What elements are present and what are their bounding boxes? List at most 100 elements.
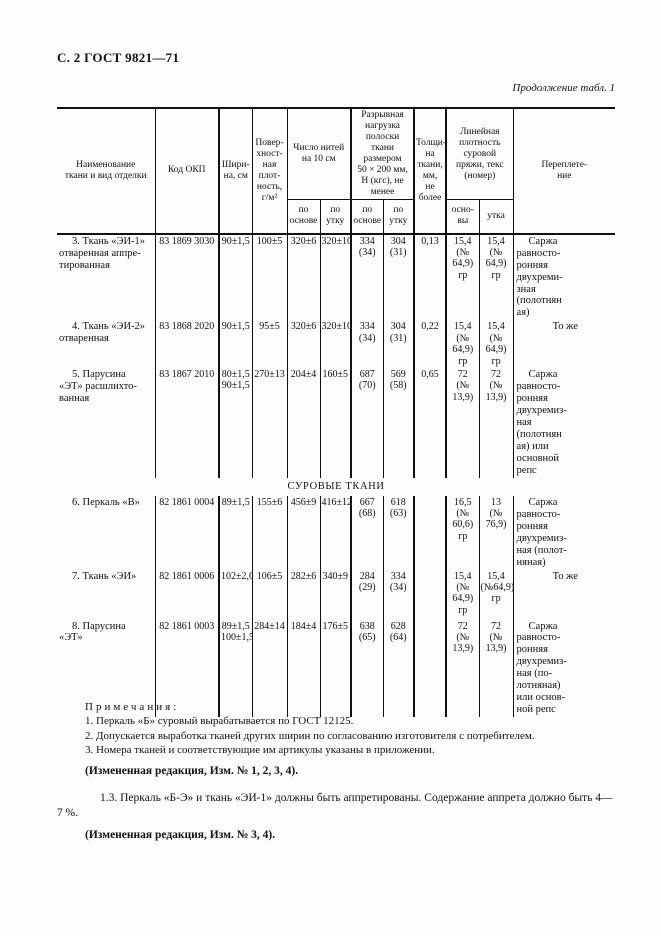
cell-width: 90±1,5 [218, 320, 253, 368]
subcol-threads-weft: по утку [319, 199, 352, 235]
cell-threads-warp: 204±4 [286, 367, 321, 478]
cell-width: 102±2,0 [218, 569, 253, 620]
cell-load-weft: 628 (64) [382, 619, 415, 718]
cell-weave: Саржа равносто- ронняя двухремиз- ная (п… [512, 619, 616, 718]
cell-load-weft: 334 (34) [382, 569, 415, 620]
cell-threads-warp: 184±4 [286, 619, 321, 718]
cell-threads-warp: 456±9 [286, 495, 321, 570]
col-header-okp-code: Код ОКП [154, 108, 220, 235]
col-header-thickness: Толщи- на ткани, мм, не более [413, 108, 447, 235]
cell-surface-density: 155±6 [251, 495, 288, 570]
cell-width: 89±1,5 100±1,5 [218, 619, 253, 718]
cell-okp-code: 83 1869 3030 [154, 233, 220, 321]
cell-load-weft: 304 (31) [382, 320, 415, 368]
cell-yarn-warp: 72 (№ 13,9) [445, 367, 480, 478]
cell-weave: То же [512, 569, 616, 620]
cell-name: 6. Перкаль «В» [57, 495, 156, 570]
cell-name: 4. Ткань «ЭИ-2» отваренная [57, 320, 156, 368]
cell-thickness [413, 495, 447, 570]
table-continuation-caption: Продолжение табл. 1 [512, 82, 615, 94]
cell-yarn-warp: 15,4 (№ 64,9) гр [445, 320, 480, 368]
cell-okp-code: 82 1861 0004 [154, 495, 220, 570]
cell-weave: Саржа равносто- ронняя двухреми- зная (п… [512, 233, 616, 321]
cell-name: 8. Парусина «ЭТ» [57, 619, 156, 718]
table-row-fabric-7: 7. Ткань «ЭИ» 82 1861 0006 102±2,0 106±5… [57, 569, 616, 620]
subcol-threads-warp: по основе [287, 199, 321, 235]
subcol-yarn-weft: утка [478, 199, 514, 235]
cell-yarn-weft: 72 (№ 13,9) [478, 367, 514, 478]
table-row-fabric-8: 8. Парусина «ЭТ» 82 1861 0003 89±1,5 100… [57, 619, 616, 718]
cell-threads-weft: 320±10 [319, 320, 352, 368]
cell-load-warp: 638 (65) [350, 619, 384, 718]
cell-okp-code: 83 1868 2020 [154, 320, 220, 368]
notes-section: Примечания: 1. Перкаль «Б» суровый выраб… [57, 700, 615, 843]
cell-yarn-warp: 16,5 (№ 60,6) гр [445, 495, 480, 570]
notes-heading: Примечания: [85, 701, 180, 713]
col-group-linear-density: Линейная плотность суровой пряжи, текс (… [445, 108, 514, 201]
cell-load-weft: 569 (58) [382, 367, 415, 478]
cell-width: 80±1,5 90±1,5 [218, 367, 253, 478]
cell-load-warp: 334 (34) [350, 233, 384, 321]
cell-load-weft: 304 (31) [382, 233, 415, 321]
cell-name: 3. Ткань «ЭИ-1» отваренная аппре- тирова… [57, 233, 156, 321]
cell-weave: Саржа равносто- ронняя двухремиз- ная (п… [512, 367, 616, 478]
col-header-weave: Переплете- ние [512, 108, 616, 235]
cell-width: 89±1,5 [218, 495, 253, 570]
col-header-surface-density: Повер- хност- ная плот- ность, г/м² [251, 108, 288, 235]
table-header: Наименование ткани и вид отделки Код ОКП… [57, 108, 616, 235]
cell-load-warp: 334 (34) [350, 320, 384, 368]
table-row-fabric-4: 4. Ткань «ЭИ-2» отваренная 83 1868 2020 … [57, 320, 616, 368]
section-header-row: СУРОВЫЕ ТКАНИ [57, 478, 615, 496]
cell-yarn-weft: 15,4 (№64,9) гр [478, 569, 514, 620]
header-row-groups: Наименование ткани и вид отделки Код ОКП… [57, 108, 616, 235]
amendment-note-2: (Измененная редакция, Изм. № 3, 4). [85, 829, 276, 841]
cell-thickness: 0,22 [413, 320, 447, 368]
note-item-2: 2. Допускается выработка тканей других ш… [85, 729, 535, 742]
cell-yarn-warp: 15,4 (№ 64,9) гр [445, 233, 480, 321]
cell-surface-density: 284±14 [251, 619, 288, 718]
cell-load-warp: 667 (68) [350, 495, 384, 570]
cell-name: 5. Парусина «ЭТ» расшлихто- ванная [57, 367, 156, 478]
col-group-breaking-load: Разрывная нагрузка полоски ткани размеро… [349, 108, 415, 201]
cell-threads-weft: 320±10 [319, 233, 352, 321]
cell-yarn-weft: 15,4 (№ 64,9) гр [478, 233, 514, 321]
cell-threads-weft: 160±5 [319, 367, 352, 478]
cell-load-warp: 284 (29) [350, 569, 384, 620]
cell-surface-density: 95±5 [251, 320, 288, 368]
cell-thickness: 0,65 [413, 367, 447, 478]
cell-weave: Саржа равносто- ронняя двухремиз- ная (п… [512, 495, 616, 570]
cell-name: 7. Ткань «ЭИ» [57, 569, 156, 620]
paragraph-1-3: 1.3. Перкаль «Б-Э» и ткань «ЭИ-1» должны… [57, 792, 613, 820]
cell-width: 90±1,5 [218, 233, 253, 321]
table-row-fabric-6: 6. Перкаль «В» 82 1861 0004 89±1,5 155±6… [57, 495, 616, 570]
cell-surface-density: 106±5 [251, 569, 288, 620]
cell-yarn-warp: 15,4 (№ 64,9) гр [445, 569, 480, 620]
col-header-name: Наименование ткани и вид отделки [57, 108, 156, 235]
cell-threads-weft: 340±9 [319, 569, 352, 620]
subcol-yarn-warp: осно- вы [445, 199, 480, 235]
table-row-fabric-5: 5. Парусина «ЭТ» расшлихто- ванная 83 18… [57, 367, 616, 478]
cell-okp-code: 83 1867 2010 [154, 367, 220, 478]
cell-thickness: 0,13 [413, 233, 447, 321]
note-item-3: 3. Номера тканей и соответствующие им ар… [85, 743, 435, 756]
subcol-load-warp: по основе [350, 199, 384, 235]
col-header-width: Шири- на, см [218, 108, 253, 235]
cell-threads-warp: 282±6 [286, 569, 321, 620]
cell-threads-warp: 320±6 [286, 233, 321, 321]
amendment-note-1: (Измененная редакция, Изм. № 1, 2, 3, 4)… [85, 765, 299, 778]
page-header: С. 2 ГОСТ 9821—71 [57, 50, 180, 65]
cell-thickness [413, 569, 447, 620]
cell-surface-density: 100±5 [251, 233, 288, 321]
cell-okp-code: 82 1861 0006 [154, 569, 220, 620]
header-row-subcolumns: по основе по утку по основе по утку осно… [57, 199, 615, 235]
cell-yarn-weft: 72 (№ 13,9) [478, 619, 514, 718]
cell-threads-weft: 416±12 [319, 495, 352, 570]
cell-load-weft: 618 (63) [382, 495, 415, 570]
table-body: 3. Ткань «ЭИ-1» отваренная аппре- тирова… [57, 233, 616, 718]
col-group-thread-count: Число нитей на 10 см [286, 108, 352, 201]
cell-okp-code: 82 1861 0003 [154, 619, 220, 718]
cell-yarn-weft: 13 (№ 76,9) [478, 495, 514, 570]
note-item-1: 1. Перкаль «Б» суровый вырабатывается по… [85, 715, 354, 728]
cell-surface-density: 270±13 [251, 367, 288, 478]
